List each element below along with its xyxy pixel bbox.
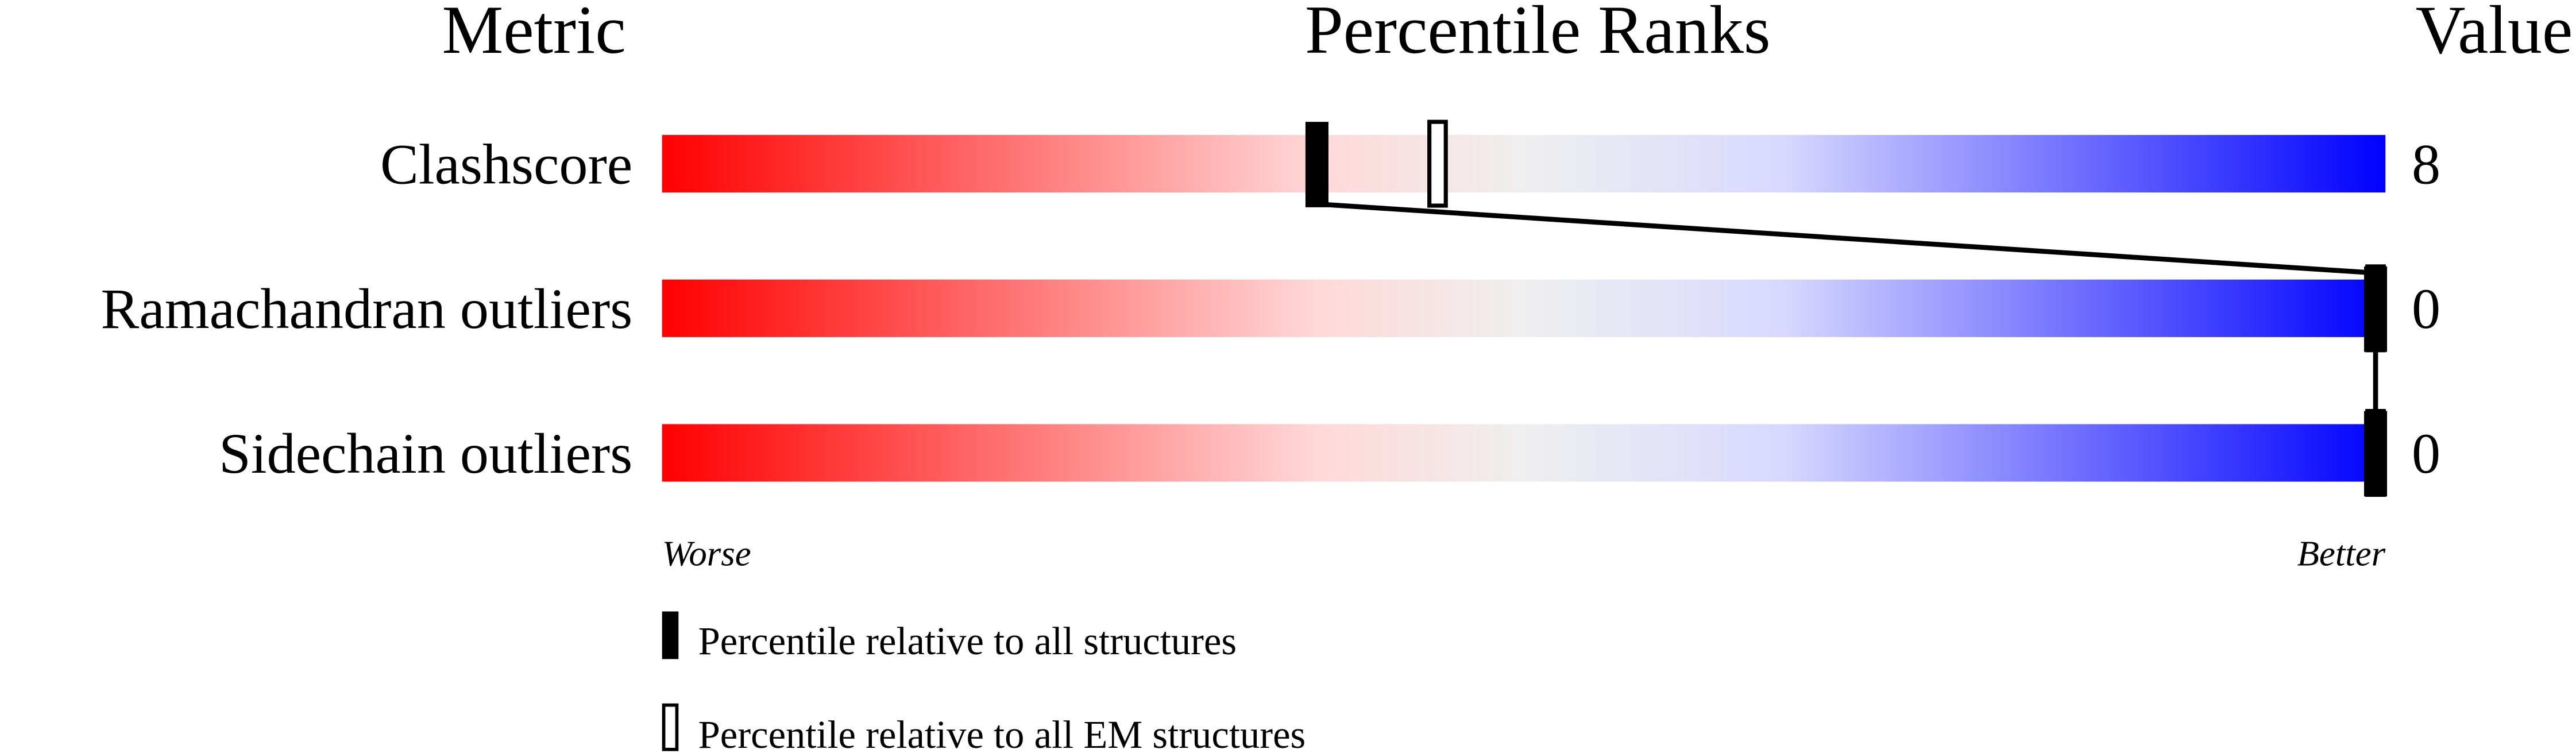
header-value: Value: [2416, 0, 2573, 68]
header-percentile-ranks: Percentile Ranks: [1305, 0, 1771, 68]
axis-label-worse: Worse: [662, 533, 751, 573]
legend-label-all: Percentile relative to all structures: [698, 619, 1237, 663]
metric-label: Ramachandran outliers: [101, 277, 633, 341]
metric-value: 8: [2412, 132, 2440, 196]
connector-line: [1316, 201, 2376, 276]
metric-label: Sidechain outliers: [219, 422, 632, 485]
marker-all-structures: [2364, 266, 2388, 352]
marker-all-structures: [1305, 122, 1328, 207]
percentile-bar: [662, 279, 2386, 337]
legend-label-em: Percentile relative to all EM structures: [698, 713, 1306, 753]
marker-em-structures: [1427, 119, 1448, 208]
legend-filled-marker: [662, 611, 679, 659]
marker-all-structures: [2364, 411, 2388, 497]
axis-label-better: Better: [2297, 533, 2385, 573]
metric-label: Clashscore: [380, 132, 632, 196]
percentile-bar: [662, 424, 2386, 482]
legend-hollow-marker: [662, 703, 679, 751]
percentile-bar: [662, 135, 2386, 193]
header-metric: Metric: [442, 0, 626, 68]
metric-value: 0: [2412, 277, 2440, 341]
metric-value: 0: [2412, 422, 2440, 485]
